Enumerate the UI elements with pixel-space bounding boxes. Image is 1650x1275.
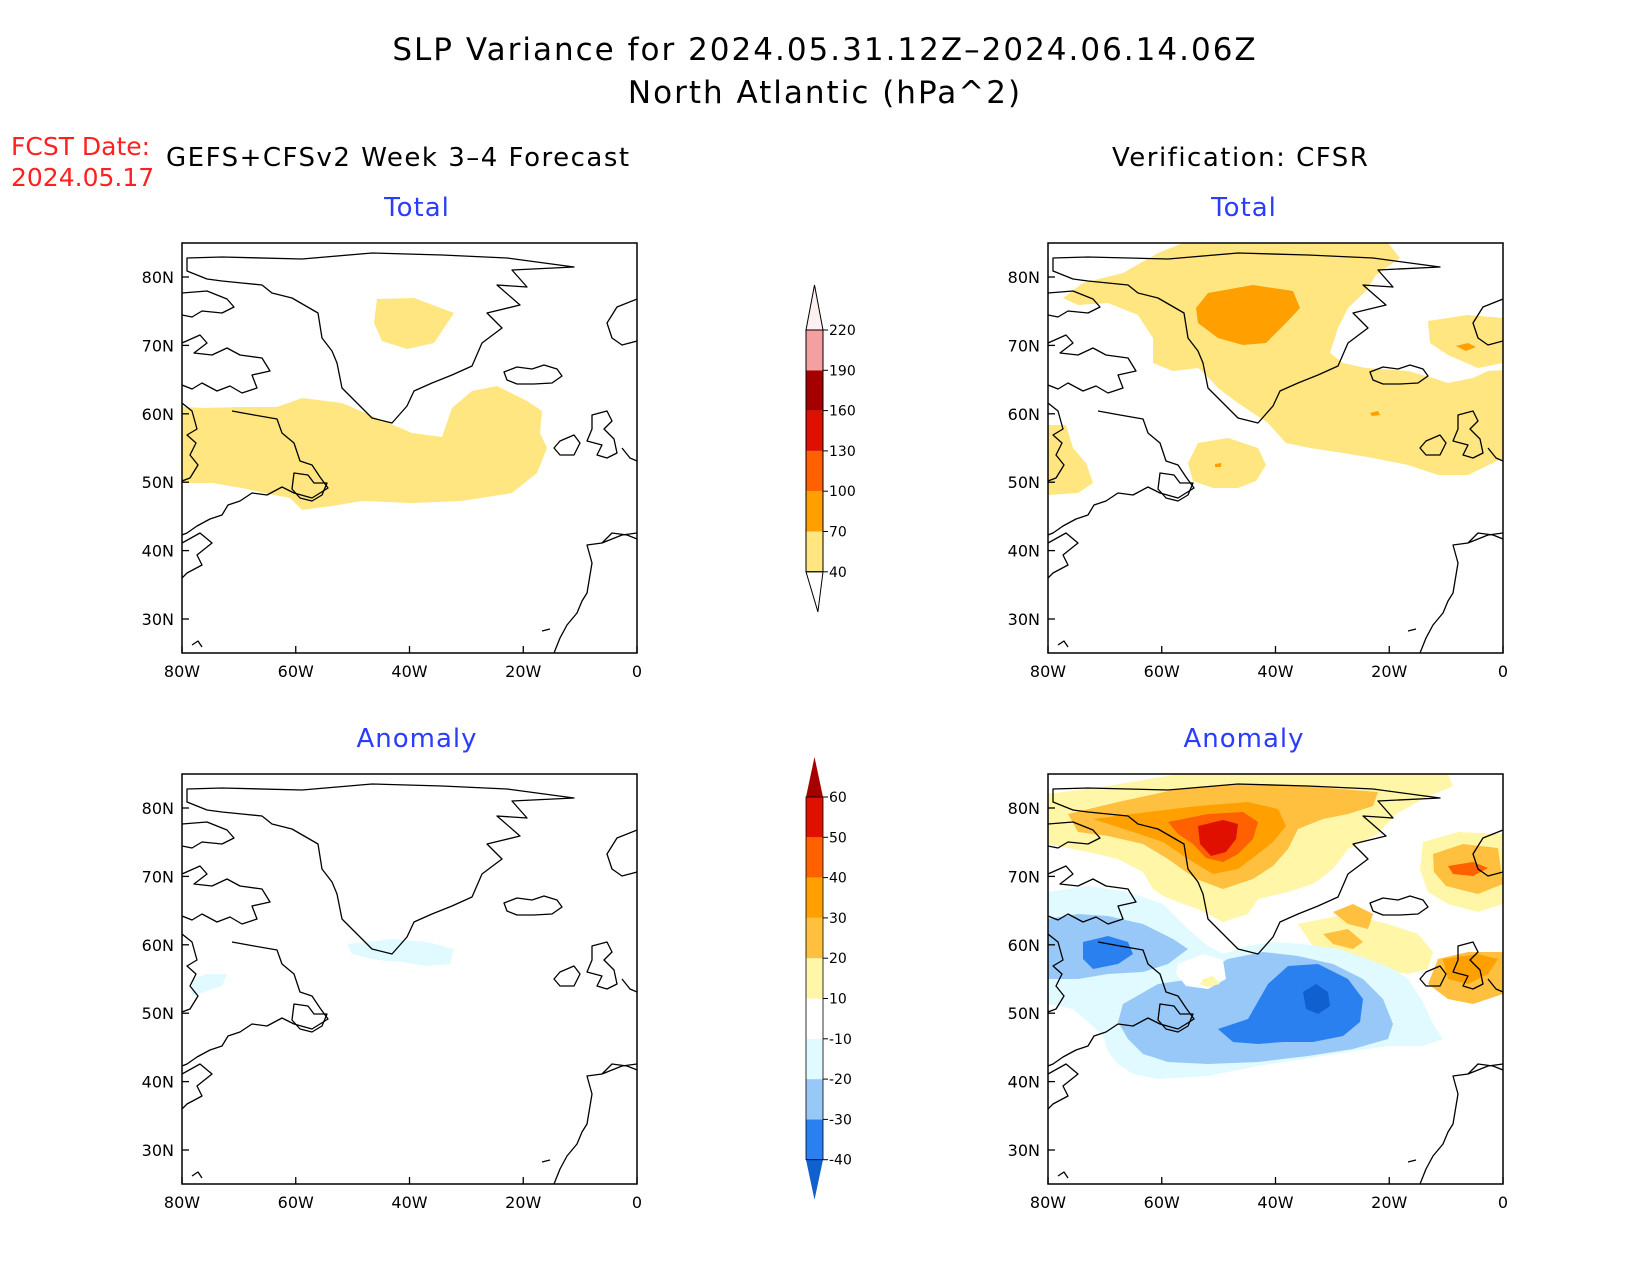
anomaly-colorbar-segment [806, 1038, 823, 1080]
anomaly-colorbar-segment [806, 1119, 823, 1160]
verification-total-lat-tick: 80N [1008, 268, 1040, 287]
chart-subtitle: North Atlantic (hPa^2) [627, 75, 1023, 111]
verification-anomaly-lat-tick: 30N [1008, 1141, 1040, 1160]
forecast-source-label: GEFS+CFSv2 Week 3–4 Forecast [166, 143, 631, 173]
anomaly-colorbar-label: 30 [829, 911, 847, 927]
verification-total-lat-tick: 60N [1008, 405, 1040, 424]
total-colorbar-label: 220 [829, 323, 856, 339]
verification-total-lat-tick: 50N [1008, 473, 1040, 492]
verification-total-title: Total [1211, 193, 1277, 223]
verification-anomaly-map [1047, 773, 1504, 1185]
anomaly-colorbar-label: 60 [829, 790, 847, 806]
anomaly-colorbar-label: 10 [829, 992, 847, 1008]
forecast-total-lon-tick: 40W [391, 662, 427, 681]
anomaly-colorbar-label: -40 [829, 1153, 852, 1169]
verification-total-lon-tick: 80W [1030, 662, 1066, 681]
total-colorbar-label: 130 [829, 444, 856, 460]
forecast-total-lon-tick: 80W [164, 662, 200, 681]
total-colorbar-label: 190 [829, 363, 856, 379]
anomaly-colorbar-label: -20 [829, 1072, 852, 1088]
forecast-anomaly-lat-tick: 50N [142, 1004, 174, 1023]
total-colorbar-label: 160 [829, 404, 856, 420]
forecast-total-lat-tick: 70N [142, 336, 174, 355]
total-colorbar-segment [806, 450, 823, 492]
total-colorbar-bottom-extension [805, 571, 824, 612]
forecast-anomaly-lat-tick: 70N [142, 867, 174, 886]
verification-anomaly-lon-tick: 80W [1030, 1193, 1066, 1212]
anomaly-colorbar-segment [806, 998, 823, 1039]
forecast-total-lon-tick: 20W [505, 662, 541, 681]
verification-total-lon-tick: 40W [1257, 662, 1293, 681]
forecast-total-lat-tick: 50N [142, 473, 174, 492]
total-colorbar-segment [806, 410, 823, 451]
anomaly-colorbar-label: 40 [829, 871, 847, 887]
anomaly-colorbar-segment [806, 877, 823, 918]
verification-anomaly-lat-tick: 70N [1008, 867, 1040, 886]
total-colorbar-segment [806, 491, 823, 532]
anomaly-colorbar-label: 20 [829, 951, 847, 967]
anomaly-colorbar-top-extension [806, 757, 823, 797]
fcst-date-label: FCST Date: [11, 132, 151, 161]
forecast-total-lon-tick: 0 [632, 662, 642, 681]
forecast-total-lat-tick: 40N [142, 542, 174, 561]
forecast-total-lat-tick: 30N [142, 610, 174, 629]
forecast-total-lon-tick: 60W [278, 662, 314, 681]
anomaly-colorbar-segment [806, 797, 823, 838]
total-colorbar-segment [806, 370, 823, 411]
verification-anomaly-lat-tick: 60N [1008, 936, 1040, 955]
anomaly-colorbar-bottom-extension [806, 1159, 823, 1200]
verification-anomaly-lon-tick: 40W [1257, 1193, 1293, 1212]
forecast-anomaly-lat-tick: 80N [142, 799, 174, 818]
verification-anomaly-lon-tick: 20W [1371, 1193, 1407, 1212]
verification-anomaly-title: Anomaly [1183, 724, 1305, 754]
verification-anomaly-lon-tick: 0 [1498, 1193, 1508, 1212]
anomaly-colorbar-segment [806, 837, 823, 878]
verification-total-lon-tick: 60W [1144, 662, 1180, 681]
verification-total-lat-tick: 30N [1008, 610, 1040, 629]
verification-anomaly-lon-tick: 60W [1144, 1193, 1180, 1212]
anomaly-colorbar-segment [806, 958, 823, 999]
anomaly-colorbar-segment [806, 917, 823, 959]
forecast-anomaly-title: Anomaly [356, 724, 478, 754]
forecast-total-map [181, 242, 638, 654]
anomaly-colorbar-label: -10 [829, 1032, 852, 1048]
forecast-anomaly-lon-tick: 20W [505, 1193, 541, 1212]
verification-total-lon-tick: 0 [1498, 662, 1508, 681]
total-colorbar-label: 70 [829, 525, 847, 541]
total-colorbar-segment [806, 531, 823, 572]
forecast-anomaly-lon-tick: 40W [391, 1193, 427, 1212]
total-colorbar-top-extension [805, 284, 824, 331]
total-colorbar: 40 70 100 130 160 190 220 [805, 284, 856, 612]
forecast-total-lat-tick: 60N [142, 405, 174, 424]
forecast-total-lat-tick: 80N [142, 268, 174, 287]
verification-total-lon-tick: 20W [1371, 662, 1407, 681]
anomaly-colorbar-label: -30 [829, 1112, 852, 1128]
chart-title: SLP Variance for 2024.05.31.12Z–2024.06.… [392, 32, 1258, 68]
forecast-total-title: Total [384, 193, 450, 223]
anomaly-colorbar-label: 50 [829, 830, 847, 846]
total-colorbar-label: 100 [829, 484, 856, 500]
total-colorbar-label: 40 [829, 565, 847, 581]
forecast-anomaly-lon-tick: 80W [164, 1193, 200, 1212]
verification-source-label: Verification: CFSR [1112, 143, 1370, 173]
fcst-date-value: 2024.05.17 [11, 163, 155, 192]
verification-anomaly-lat-tick: 40N [1008, 1073, 1040, 1092]
anomaly-colorbar-segment [806, 1079, 823, 1120]
total-colorbar-segment [806, 330, 823, 371]
forecast-anomaly-lat-tick: 60N [142, 936, 174, 955]
forecast-anomaly-map [181, 773, 638, 1185]
forecast-anomaly-lon-tick: 60W [278, 1193, 314, 1212]
forecast-anomaly-lat-tick: 40N [142, 1073, 174, 1092]
forecast-anomaly-lat-tick: 30N [142, 1141, 174, 1160]
forecast-anomaly-lon-tick: 0 [632, 1193, 642, 1212]
verification-total-lat-tick: 40N [1008, 542, 1040, 561]
verification-total-lat-tick: 70N [1008, 336, 1040, 355]
verification-anomaly-lat-tick: 80N [1008, 799, 1040, 818]
verification-total-map [1047, 242, 1504, 654]
verification-anomaly-lat-tick: 50N [1008, 1004, 1040, 1023]
anomaly-colorbar: -40 -30 -20 -10 10 20 30 40 50 60 [805, 757, 852, 1200]
